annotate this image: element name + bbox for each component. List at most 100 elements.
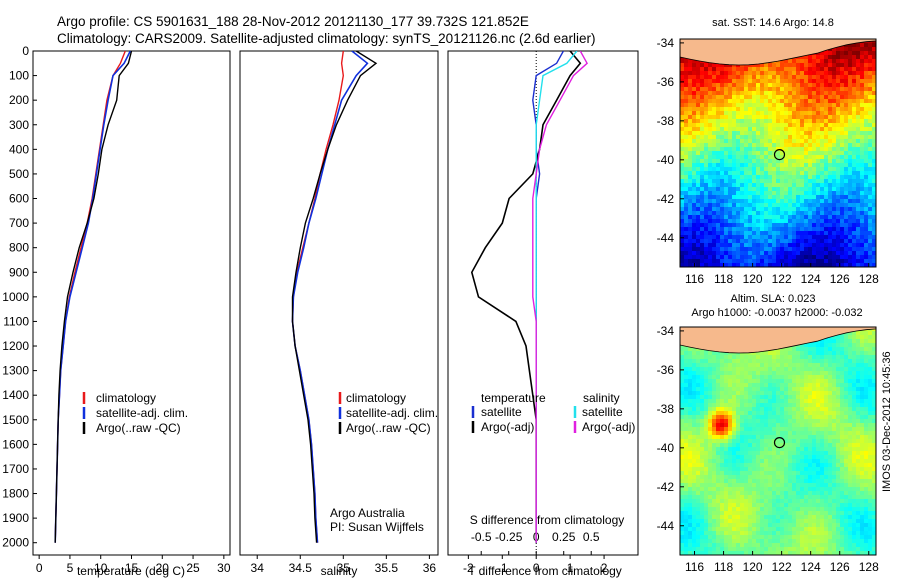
x-tick-label: 15 (125, 561, 139, 575)
heatmap-cell (868, 399, 873, 404)
heatmap-cell (752, 255, 757, 260)
heatmap-cell (780, 175, 785, 180)
heatmap-cell (804, 235, 809, 240)
heatmap-cell (844, 483, 849, 488)
heatmap-cell (848, 371, 853, 376)
heatmap-cell (736, 387, 741, 392)
heatmap-cell (720, 427, 725, 432)
heatmap-cell (736, 235, 741, 240)
heatmap-cell (848, 83, 853, 88)
heatmap-cell (728, 443, 733, 448)
heatmap-cell (788, 375, 793, 380)
heatmap-cell (816, 71, 821, 76)
heatmap-cell (712, 463, 717, 468)
heatmap-cell (732, 131, 737, 136)
heatmap-cell (832, 51, 837, 56)
heatmap-cell (840, 463, 845, 468)
heatmap-cell (812, 423, 817, 428)
heatmap-cell (764, 455, 769, 460)
heatmap-cell (684, 467, 689, 472)
heatmap-cell (680, 203, 685, 208)
heatmap-cell (860, 215, 865, 220)
heatmap-cell (700, 123, 705, 128)
heatmap-cell (776, 115, 781, 120)
heatmap-cell (732, 363, 737, 368)
heatmap-cell (820, 487, 825, 492)
heatmap-cell (772, 351, 777, 356)
heatmap-cell (708, 415, 713, 420)
heatmap-cell (728, 243, 733, 248)
heatmap-cell (716, 127, 721, 132)
heatmap-cell (716, 467, 721, 472)
heatmap-cell (780, 223, 785, 228)
heatmap-cell (708, 399, 713, 404)
heatmap-cell (736, 371, 741, 376)
heatmap-cell (784, 243, 789, 248)
heatmap-cell (768, 163, 773, 168)
heatmap-cell (832, 59, 837, 64)
heatmap-cell (756, 367, 761, 372)
heatmap-cell (844, 367, 849, 372)
heatmap-cell (736, 215, 741, 220)
heatmap-cell (772, 387, 777, 392)
heatmap-cell (736, 399, 741, 404)
heatmap-cell (728, 171, 733, 176)
heatmap-cell (740, 411, 745, 416)
heatmap-cell (852, 163, 857, 168)
heatmap-cell (780, 235, 785, 240)
heatmap-cell (824, 63, 829, 68)
heatmap-cell (856, 403, 861, 408)
heatmap-cell (748, 223, 753, 228)
heatmap-cell (764, 259, 769, 264)
heatmap-cell (692, 223, 697, 228)
heatmap-cell (756, 451, 761, 456)
heatmap-cell (752, 187, 757, 192)
heatmap-cell (696, 251, 701, 256)
heatmap-cell (800, 443, 805, 448)
heatmap-cell (772, 259, 777, 264)
heatmap-cell (804, 143, 809, 148)
heatmap-cell (796, 171, 801, 176)
heatmap-cell (780, 139, 785, 144)
heatmap-cell (792, 131, 797, 136)
heatmap-cell (852, 471, 857, 476)
heatmap-cell (704, 163, 709, 168)
heatmap-cell (856, 423, 861, 428)
heatmap-cell (820, 463, 825, 468)
heatmap-cell (728, 247, 733, 252)
heatmap-cell (760, 487, 765, 492)
heatmap-cell (760, 135, 765, 140)
y-tick-label: 200 (9, 93, 29, 107)
heatmap-cell (792, 71, 797, 76)
heatmap-cell (824, 367, 829, 372)
heatmap-cell (716, 247, 721, 252)
heatmap-cell (728, 83, 733, 88)
series-line-satellite-adj-clim- (291, 51, 369, 543)
heatmap-cell (872, 87, 876, 92)
sst-map-title: sat. SST: 14.6 Argo: 14.8 (712, 17, 834, 29)
heatmap-cell (756, 91, 761, 96)
heatmap-cell (868, 415, 873, 420)
heatmap-cell (852, 231, 857, 236)
heatmap-cell (872, 191, 876, 196)
heatmap-cell (684, 135, 689, 140)
heatmap-cell (752, 71, 757, 76)
heatmap-cell (748, 87, 753, 92)
heatmap-cell (824, 123, 829, 128)
heatmap-cell (872, 355, 876, 360)
heatmap-cell (768, 75, 773, 80)
heatmap-cell (804, 431, 809, 436)
heatmap-cell (832, 227, 837, 232)
heatmap-cell (824, 159, 829, 164)
heatmap-cell (720, 79, 725, 84)
heatmap-cell (732, 351, 737, 356)
heatmap-cell (800, 215, 805, 220)
heatmap-cell (748, 171, 753, 176)
heatmap-cell (776, 103, 781, 108)
heatmap-cell (860, 87, 865, 92)
heatmap-cell (808, 159, 813, 164)
heatmap-cell (868, 239, 873, 244)
heatmap-cell (780, 355, 785, 360)
heatmap-cell (712, 447, 717, 452)
heatmap-cell (752, 223, 757, 228)
